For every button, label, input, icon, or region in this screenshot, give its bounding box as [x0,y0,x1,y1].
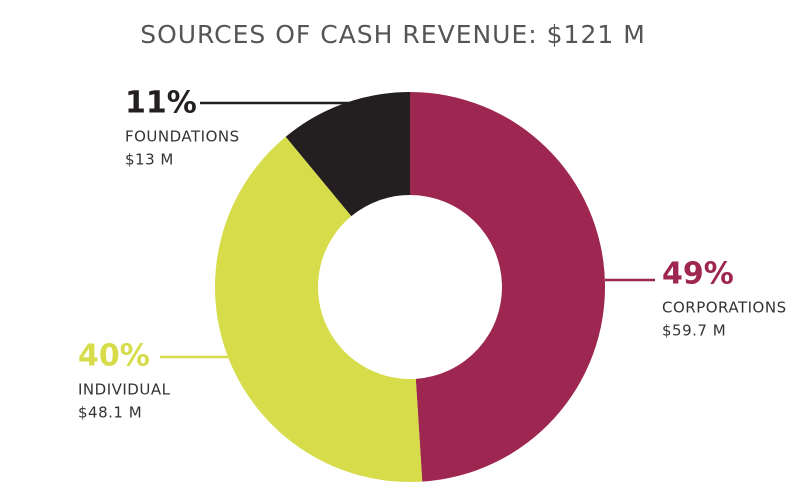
percent-label: 40% [78,339,150,374]
percent-label: 11% [125,86,197,121]
amount-label: $59.7 M [662,322,726,340]
donut-segment [215,136,423,482]
category-label: CORPORATIONS [662,299,787,317]
donut-segment [410,92,606,482]
amount-label: $13 M [125,151,174,169]
category-label: INDIVIDUAL [78,381,171,399]
donut-segment [285,92,410,217]
chart-title: SOURCES OF CASH REVENUE: $121 M [140,20,646,49]
amount-label: $48.1 M [78,404,142,422]
category-label: FOUNDATIONS [125,128,240,146]
percent-label: 49% [662,257,734,292]
